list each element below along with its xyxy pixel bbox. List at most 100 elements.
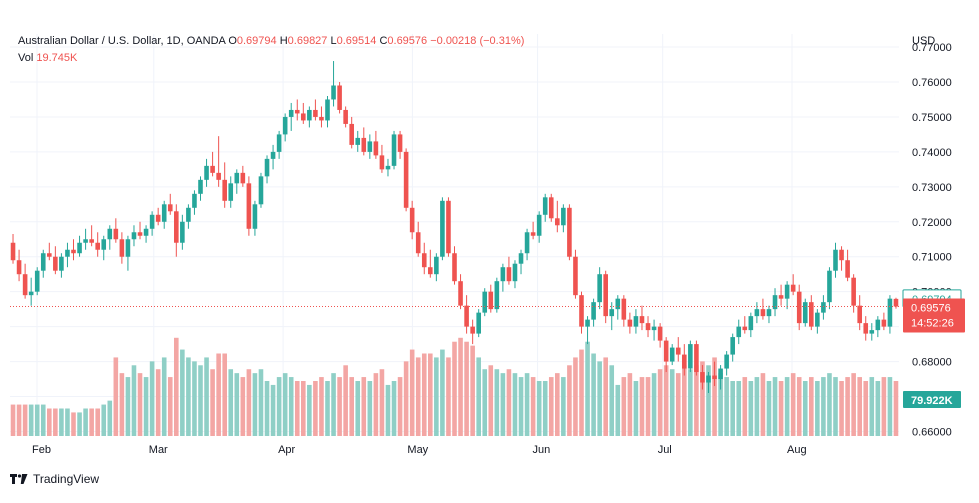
candle — [694, 340, 699, 376]
candle-body — [754, 309, 760, 317]
volume-bar — [651, 373, 657, 436]
candle-body — [210, 165, 215, 173]
candle-body — [452, 253, 457, 282]
volume-bar — [137, 373, 143, 436]
candle-body — [784, 284, 790, 299]
volume-bar — [10, 404, 16, 436]
candle-body — [700, 372, 705, 383]
candle — [391, 130, 397, 170]
candle-body — [669, 347, 675, 362]
candle — [736, 319, 742, 345]
candle — [784, 281, 790, 310]
candle-body — [301, 113, 306, 121]
candle — [657, 323, 663, 348]
candle-body — [548, 197, 554, 219]
candle — [270, 144, 276, 170]
volume-bar — [754, 377, 760, 436]
candle-body — [869, 330, 875, 334]
volume-bar — [161, 357, 167, 436]
volume-bar — [524, 373, 530, 436]
candle — [881, 312, 887, 331]
candle-body — [131, 232, 137, 240]
volume-bar — [476, 357, 481, 436]
volume-bar — [155, 369, 161, 436]
volume-bar — [180, 349, 185, 436]
candle-body — [355, 137, 361, 145]
candle-body — [790, 284, 796, 292]
candle — [421, 242, 427, 275]
candle-body — [512, 263, 518, 282]
candle-body — [216, 172, 221, 180]
candle — [198, 176, 203, 201]
volume-bar — [186, 357, 191, 436]
candle — [282, 113, 288, 142]
candle — [772, 288, 778, 317]
candle-body — [125, 239, 131, 257]
volume-bar — [470, 345, 475, 436]
volume-bar — [573, 357, 578, 436]
volume-bar — [264, 381, 270, 436]
candle — [585, 316, 590, 345]
candle-body — [409, 207, 415, 233]
candle — [65, 242, 70, 268]
candle — [639, 305, 645, 331]
candle — [246, 176, 252, 236]
volume-bar — [712, 357, 717, 436]
volume-tag-text: 79.922K — [911, 395, 953, 407]
volume-bar — [71, 412, 76, 436]
countdown-text: 14:52:26 — [911, 317, 954, 329]
candle — [325, 95, 330, 128]
candle — [663, 337, 669, 373]
candle — [319, 106, 324, 128]
volume-bar — [107, 400, 113, 436]
candle — [682, 344, 687, 376]
x-tick-label: Feb — [32, 444, 51, 456]
candle-body — [561, 207, 566, 226]
candle — [633, 309, 639, 334]
volume-bar — [288, 377, 294, 436]
candle — [361, 127, 367, 156]
tradingview-label: TradingView — [33, 472, 100, 486]
x-tick-label: May — [407, 444, 428, 456]
volume-bar — [682, 365, 687, 436]
candle — [71, 239, 76, 261]
candle-body — [161, 204, 167, 222]
candle-body — [167, 204, 173, 212]
volume-label: Vol — [18, 52, 34, 64]
candle — [367, 134, 373, 159]
volume-value: 19.745K — [36, 52, 78, 64]
volume-bar — [101, 404, 107, 436]
candle-body — [657, 326, 663, 341]
candle-body — [361, 137, 367, 152]
candle-body — [22, 274, 28, 296]
candle-body — [434, 256, 439, 275]
volume-bar — [869, 377, 875, 436]
candle-body — [821, 302, 826, 313]
volume-bar — [688, 369, 693, 436]
candle — [542, 193, 548, 222]
candle — [470, 319, 475, 345]
candle-body — [204, 165, 209, 180]
candle — [688, 340, 693, 373]
candle — [742, 316, 748, 334]
candle-body — [337, 85, 342, 110]
candle-body — [567, 207, 572, 257]
candle — [548, 193, 554, 222]
volume-bar — [639, 377, 645, 436]
volume-tag — [903, 391, 961, 408]
candle-body — [555, 218, 560, 226]
close-label: C — [379, 35, 388, 47]
tradingview-logo[interactable]: TradingView — [10, 472, 99, 486]
volume-bar — [863, 381, 869, 436]
y-tick-label: 0.74000 — [912, 147, 952, 159]
candle-body — [458, 281, 463, 306]
candle-body — [119, 239, 125, 257]
candle — [47, 242, 52, 261]
volume-bar — [881, 377, 887, 436]
candle — [651, 319, 657, 341]
candle — [821, 295, 826, 320]
candle-body — [415, 232, 421, 254]
volume-bar — [464, 341, 469, 436]
volume-bar — [790, 373, 796, 436]
